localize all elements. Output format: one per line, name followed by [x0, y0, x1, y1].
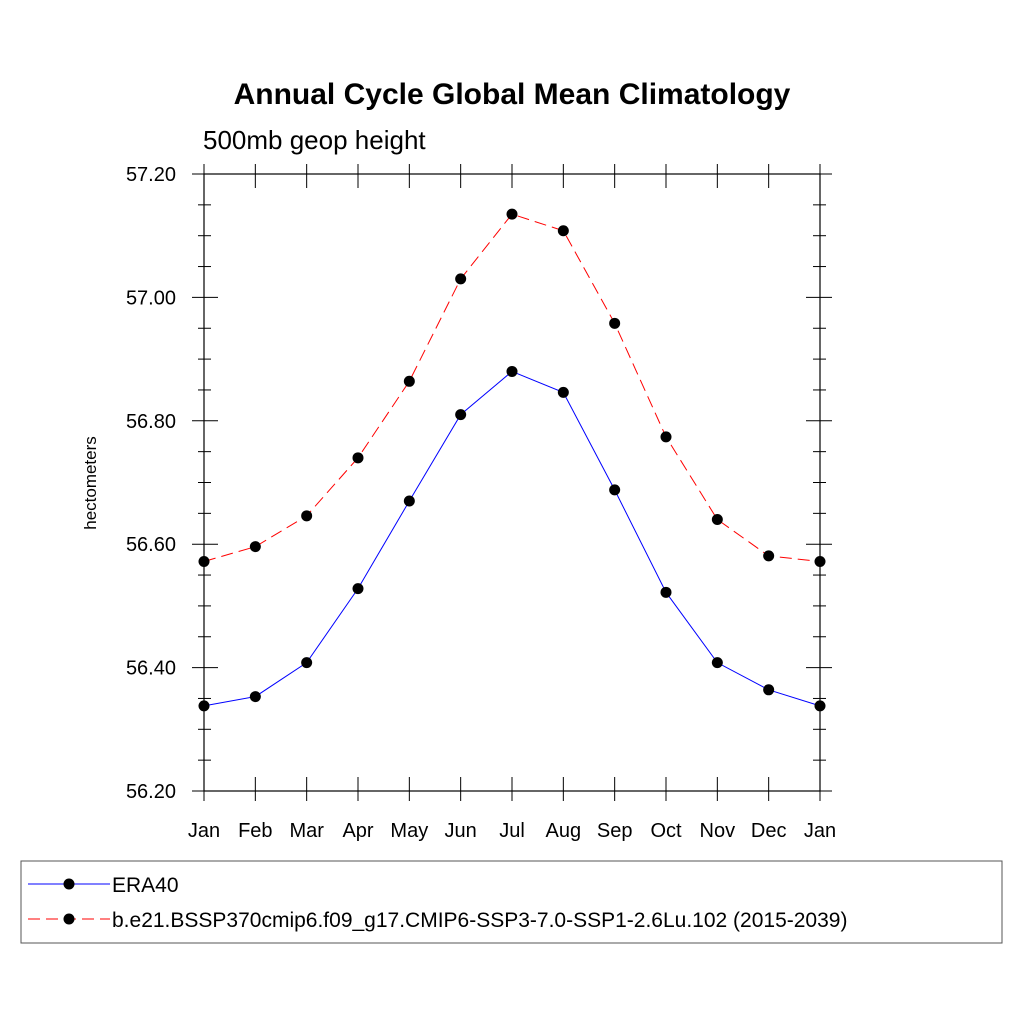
y-tick-label: 56.80 — [126, 411, 176, 433]
data-point — [557, 386, 569, 398]
data-point — [660, 586, 672, 598]
data-point — [455, 409, 467, 421]
data-point — [506, 208, 518, 220]
legend-marker — [63, 913, 75, 925]
data-point — [609, 484, 621, 496]
data-point — [711, 657, 723, 669]
x-tick-label: Aug — [546, 820, 582, 842]
series-line-1 — [203, 370, 821, 707]
data-point — [763, 550, 775, 562]
legend-label: ERA40 — [112, 874, 179, 897]
y-axis-label: hectometers — [81, 436, 100, 530]
y-tick-label: 57.20 — [126, 164, 176, 186]
data-series — [198, 208, 826, 712]
x-tick-label: Jan — [804, 820, 836, 842]
x-tick-label: May — [390, 820, 428, 842]
data-point — [249, 541, 261, 553]
data-point — [198, 700, 210, 712]
data-point — [403, 375, 415, 387]
x-tick-label: Sep — [597, 820, 633, 842]
data-point — [301, 510, 313, 522]
x-tick-label: Apr — [342, 820, 373, 842]
legend-box — [20, 860, 1003, 944]
data-point — [198, 555, 210, 567]
data-point — [352, 583, 364, 595]
y-tick-label: 56.40 — [126, 658, 176, 680]
data-point — [711, 514, 723, 526]
x-tick-label: Oct — [650, 820, 682, 842]
data-point — [660, 431, 672, 443]
x-tick-label: Jan — [188, 820, 220, 842]
y-tick-label: 57.00 — [126, 287, 176, 309]
data-point — [455, 273, 467, 285]
y-tick-label: 56.60 — [126, 534, 176, 556]
x-tick-label: Dec — [751, 820, 787, 842]
x-tick-label: Feb — [238, 820, 272, 842]
data-point — [763, 684, 775, 696]
data-point — [609, 317, 621, 329]
legend: ERA40 b.e21.BSSP370cmip6.f09_g17.CMIP6-SS… — [20, 860, 1003, 944]
data-point — [557, 225, 569, 237]
plot-frame — [203, 173, 821, 792]
x-tick-label: Nov — [700, 820, 736, 842]
data-point — [403, 495, 415, 507]
data-point — [301, 657, 313, 669]
data-point — [249, 691, 261, 703]
chart-title: Annual Cycle Global Mean Climatology — [234, 78, 791, 111]
x-tick-label: Jun — [445, 820, 477, 842]
data-point — [814, 700, 826, 712]
y-tick-label: 56.20 — [126, 781, 176, 803]
data-point — [814, 555, 826, 567]
legend-marker — [63, 878, 75, 890]
data-point — [352, 452, 364, 464]
legend-label: b.e21.BSSP370cmip6.f09_g17.CMIP6-SSP3-7.… — [112, 909, 847, 932]
axes: Jan Feb Mar Apr May Jun Jul Aug Sep Oct Nov Dec Jan 5… — [126, 164, 836, 842]
series-line-2 — [203, 213, 821, 562]
x-tick-label: Jul — [499, 820, 525, 842]
chart-subtitle: 500mb geop height — [203, 125, 426, 155]
x-tick-label: Mar — [289, 820, 324, 842]
data-point — [506, 365, 518, 377]
